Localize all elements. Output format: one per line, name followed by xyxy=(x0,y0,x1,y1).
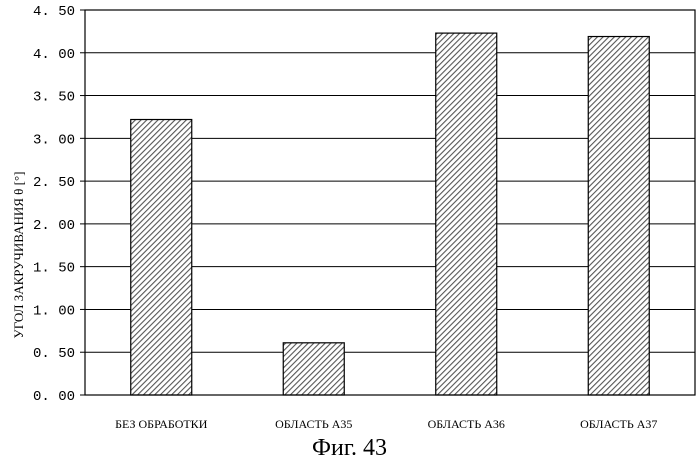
y-tick-label: 0. 50 xyxy=(33,346,75,362)
y-tick-label: 1. 50 xyxy=(33,261,75,277)
x-category-labels: БЕЗ ОБРАБОТКИ ОБЛАСТЬ А35 ОБЛАСТЬ А36 ОБЛАС… xyxy=(115,417,657,430)
bars xyxy=(131,33,650,395)
y-tick-label: 4. 50 xyxy=(33,4,75,20)
y-tick-label: 4. 00 xyxy=(33,47,75,63)
y-tick-label: 2. 00 xyxy=(33,218,75,234)
x-category-label: ОБЛАСТЬ А35 xyxy=(275,417,352,430)
bar-chart: 0. 00 0. 50 1. 00 1. 50 2. 00 2. 50 3. 00 3. 50… xyxy=(0,0,699,430)
y-tick-label: 1. 00 xyxy=(33,303,75,319)
bar xyxy=(588,37,649,395)
y-tick-label: 3. 00 xyxy=(33,132,75,148)
x-category-label: БЕЗ ОБРАБОТКИ xyxy=(115,417,208,430)
bar xyxy=(131,120,192,395)
x-category-label: ОБЛАСТЬ А37 xyxy=(580,417,657,430)
bar xyxy=(436,33,497,395)
y-tick-label: 2. 50 xyxy=(33,175,75,191)
bar xyxy=(283,343,344,395)
figure-caption: Фиг. 43 xyxy=(0,434,699,462)
y-tick-labels: 0. 00 0. 50 1. 00 1. 50 2. 00 2. 50 3. 00 3. 50… xyxy=(33,4,75,405)
y-tick-label: 0. 00 xyxy=(33,389,75,405)
y-axis-label: УГОЛ ЗАКРУЧИВАНИЯ θ [°] xyxy=(11,172,26,339)
y-tick-label: 3. 50 xyxy=(33,90,75,106)
x-category-label: ОБЛАСТЬ А36 xyxy=(428,417,505,430)
